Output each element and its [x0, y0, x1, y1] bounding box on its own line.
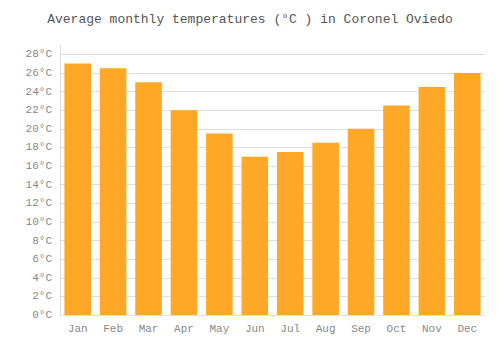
svg-text:Jul: Jul [280, 323, 300, 335]
svg-text:Apr: Apr [174, 323, 194, 335]
svg-text:0°C: 0°C [32, 309, 52, 321]
svg-text:Feb: Feb [103, 323, 123, 335]
svg-text:Aug: Aug [316, 323, 336, 335]
svg-text:Jan: Jan [68, 323, 88, 335]
svg-text:26°C: 26°C [26, 67, 53, 79]
svg-text:14°C: 14°C [26, 179, 53, 191]
svg-text:24°C: 24°C [26, 86, 53, 98]
svg-text:4°C: 4°C [32, 272, 52, 284]
svg-text:12°C: 12°C [26, 197, 53, 209]
svg-text:2°C: 2°C [32, 290, 52, 302]
svg-text:Average monthly temperatures (: Average monthly temperatures (°C ) in Co… [47, 12, 453, 27]
svg-text:6°C: 6°C [32, 253, 52, 265]
svg-text:10°C: 10°C [26, 216, 53, 228]
svg-text:Mar: Mar [139, 323, 159, 335]
svg-text:16°C: 16°C [26, 160, 53, 172]
svg-text:28°C: 28°C [26, 48, 53, 60]
svg-text:18°C: 18°C [26, 141, 53, 153]
svg-text:Nov: Nov [422, 323, 442, 335]
svg-text:May: May [209, 323, 229, 335]
svg-text:Sep: Sep [351, 323, 371, 335]
svg-text:22°C: 22°C [26, 104, 53, 116]
svg-text:Dec: Dec [457, 323, 477, 335]
svg-text:Jun: Jun [245, 323, 265, 335]
svg-text:20°C: 20°C [26, 123, 53, 135]
svg-text:8°C: 8°C [32, 235, 52, 247]
svg-text:Oct: Oct [387, 323, 407, 335]
